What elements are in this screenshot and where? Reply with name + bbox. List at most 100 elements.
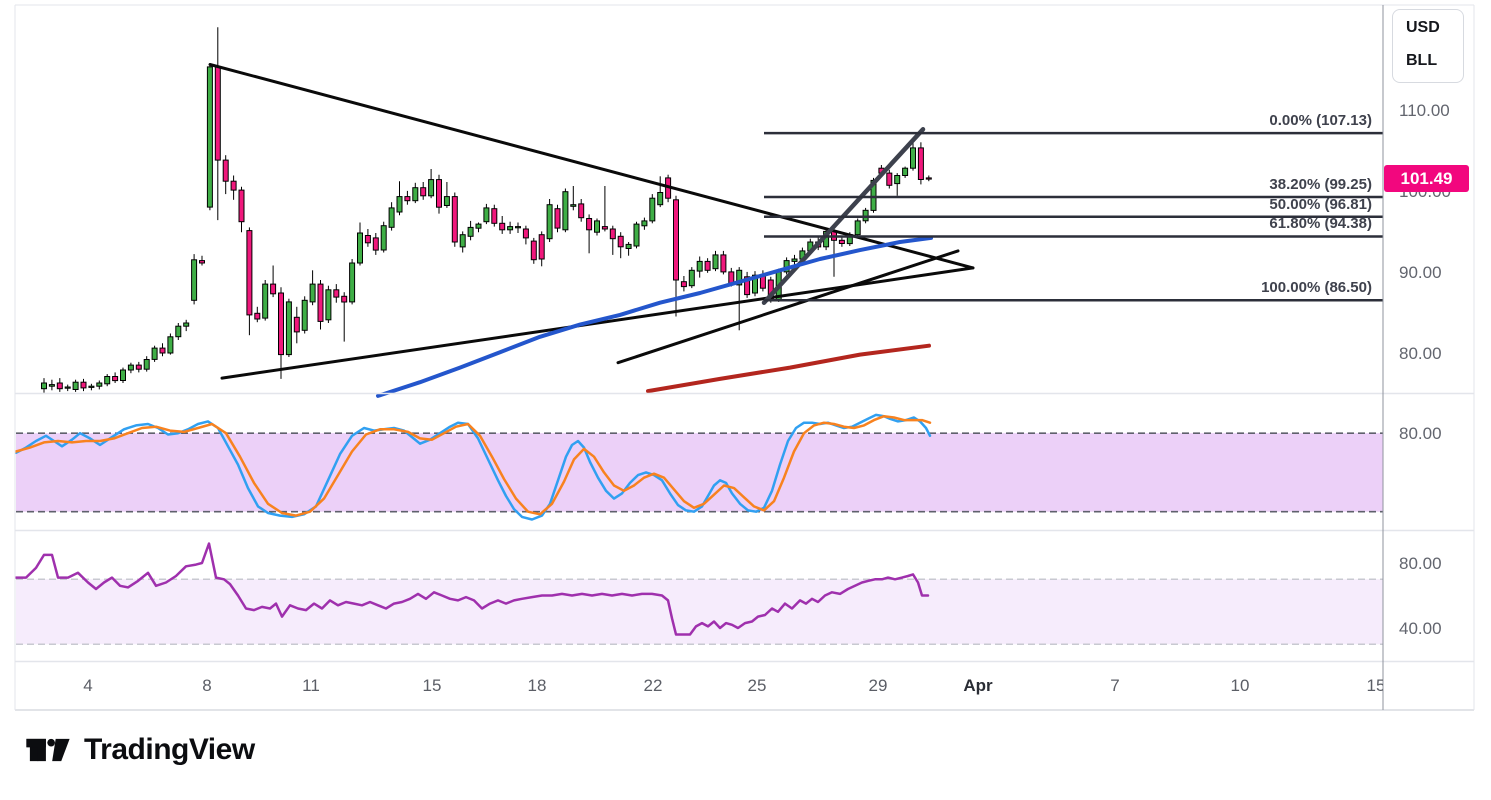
candle-down — [925, 177, 932, 180]
candle-up — [641, 220, 648, 227]
candle-up — [357, 232, 363, 264]
candle-down — [917, 147, 924, 180]
candle-up — [88, 385, 95, 388]
candle-down — [586, 218, 593, 231]
stochastic-band — [16, 433, 1383, 512]
candle-up — [657, 192, 664, 206]
candle-up — [104, 376, 111, 385]
candle-up — [388, 207, 395, 228]
candle-up — [507, 226, 514, 231]
candle-up — [72, 381, 79, 391]
candle-up — [127, 364, 134, 371]
candle-up — [515, 226, 521, 229]
candle-down — [341, 295, 348, 303]
symbol-currency: USD — [1406, 19, 1440, 36]
candle-up — [396, 196, 403, 213]
candle-up — [649, 197, 656, 222]
tradingview-logo-icon — [26, 738, 70, 762]
trendline-blue-ma — [376, 235, 933, 398]
candle-down — [609, 228, 616, 240]
candle-up — [902, 167, 909, 176]
candle-up — [309, 283, 316, 303]
stochastic-d-line — [14, 414, 932, 517]
candle-down — [364, 235, 371, 244]
candle-up — [41, 382, 47, 390]
candle-down — [159, 347, 166, 354]
candle-up — [191, 259, 198, 301]
candle-down — [554, 208, 561, 229]
candle-down — [838, 239, 845, 245]
last-price-badge[interactable]: 101.49 — [1384, 165, 1469, 193]
candle-down — [230, 180, 237, 191]
candle-up — [285, 301, 292, 356]
candle-up — [791, 258, 798, 262]
candle-up — [183, 322, 190, 327]
candle-up — [206, 66, 213, 208]
candle-down — [112, 376, 119, 382]
candle-up — [64, 386, 71, 389]
candle-down — [451, 196, 458, 243]
trendline-rising-support — [616, 249, 960, 365]
tradingview-logo[interactable]: TradingView — [25, 732, 255, 768]
candle-down — [238, 189, 245, 223]
candle-up — [48, 384, 55, 387]
candle-up — [349, 262, 356, 303]
candle-up — [262, 283, 269, 319]
candle-down — [404, 196, 411, 202]
candle-up — [712, 254, 719, 270]
candle-up — [120, 369, 126, 381]
candle-down — [222, 159, 229, 182]
candle-down — [333, 289, 340, 298]
candle-up — [412, 187, 419, 202]
candle-up — [854, 220, 861, 236]
candle-down — [420, 187, 427, 197]
symbol-ticker: BLL — [1406, 52, 1438, 69]
candle-up — [736, 269, 743, 286]
candle-up — [325, 289, 332, 321]
candle-down — [199, 260, 205, 264]
candle-down — [728, 271, 735, 284]
candle-up — [475, 223, 482, 229]
candle-down — [293, 316, 300, 333]
candle-down — [317, 283, 324, 322]
candle-down — [601, 226, 608, 230]
candle-up — [428, 179, 435, 197]
candle-up — [151, 347, 158, 360]
candle-down — [56, 382, 63, 390]
candle-down — [578, 203, 585, 219]
rsi-line — [14, 542, 930, 636]
candle-up — [752, 274, 758, 294]
candle-down — [886, 172, 893, 186]
candle-up — [167, 336, 174, 354]
candle-down — [270, 283, 277, 295]
candle-down — [704, 260, 711, 271]
candle-up — [96, 382, 103, 387]
trendline-red-line — [646, 343, 931, 394]
candle-down — [491, 208, 498, 224]
candle-up — [570, 204, 577, 207]
candle-up — [696, 260, 703, 272]
candle-down — [530, 240, 537, 261]
candle-down — [673, 199, 679, 281]
candle-down — [135, 364, 142, 370]
candle-down — [436, 179, 442, 208]
candle-up — [894, 175, 901, 185]
candle-down — [254, 312, 261, 320]
trendline-pennant-upper — [208, 63, 975, 270]
candle-down — [720, 254, 727, 273]
candle-up — [459, 234, 466, 248]
symbol-currency-box[interactable]: USD BLL — [1392, 9, 1464, 83]
candle-down — [278, 292, 284, 356]
candle-up — [143, 359, 150, 370]
rsi-band — [16, 579, 1383, 645]
candle-up — [910, 147, 916, 169]
candle-down — [80, 381, 87, 389]
candle-down — [538, 234, 545, 260]
candle-up — [443, 196, 450, 207]
candle-up — [546, 204, 553, 240]
candle-up — [594, 220, 600, 233]
candle-up — [633, 223, 640, 247]
candle-up — [175, 325, 182, 338]
